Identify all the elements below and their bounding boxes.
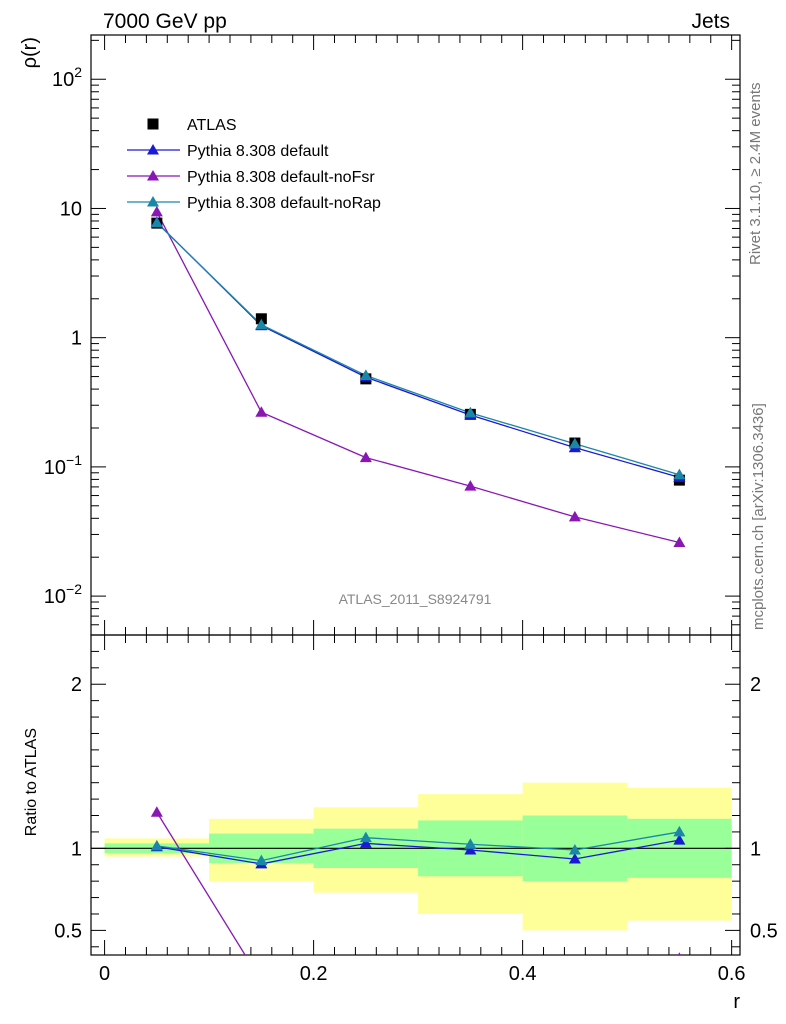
point-ratio-noFsr bbox=[677, 952, 681, 955]
side-label-mcplots: mcplots.cern.ch [arXiv:1306.3436] bbox=[750, 403, 767, 630]
legend-marker-default bbox=[147, 144, 159, 155]
ratio-series bbox=[150, 806, 686, 986]
y-tick-label-ratio-right: 0.5 bbox=[750, 920, 778, 942]
point-ratio-default bbox=[673, 834, 686, 845]
point-ratio-default bbox=[359, 837, 372, 848]
x-tick-label: 0.6 bbox=[718, 963, 746, 985]
y-tick-label-1: 1 bbox=[71, 328, 82, 350]
point-ratio-noRap bbox=[255, 854, 268, 866]
y-tick-label-1e2: 102 bbox=[52, 64, 82, 91]
x-axis-label: r bbox=[733, 991, 740, 1013]
point-main-noFsr bbox=[464, 480, 477, 491]
y-tick-label-1e-2: 10−2 bbox=[44, 581, 82, 608]
analysis-tag: ATLAS_2011_S8924791 bbox=[339, 591, 492, 607]
legend-label-noRap: Pythia 8.308 default-noRap bbox=[187, 195, 381, 212]
point-ratio-noFsr bbox=[255, 975, 267, 986]
legend-marker-noRap bbox=[147, 196, 159, 207]
line-main-default bbox=[156, 221, 680, 478]
point-ratio-default bbox=[568, 853, 581, 864]
line-ratio-noRap bbox=[156, 831, 680, 862]
main-axes: 10−2 10−1 1 10 102 bbox=[44, 35, 740, 636]
line-ratio-default bbox=[156, 839, 680, 865]
side-label-rivet: Rivet 3.1.10, ≥ 2.4M events bbox=[747, 83, 764, 266]
y-tick-label-ratio-right: 1 bbox=[750, 838, 761, 860]
point-ratio-noRap bbox=[568, 843, 581, 855]
x-tick-label: 0.2 bbox=[300, 963, 328, 985]
point-ratio-noFsr bbox=[569, 962, 581, 973]
main-series bbox=[150, 205, 686, 547]
x-tick-label: 0.4 bbox=[509, 963, 537, 985]
line-ratio-noFsr bbox=[156, 811, 246, 955]
legend-marker-atlas bbox=[147, 118, 159, 130]
point-main-top-noRap bbox=[255, 318, 268, 330]
y-axis-label-main: ρ(r) bbox=[19, 37, 41, 68]
point-main-noFsr bbox=[150, 205, 163, 217]
legend-label-data: ATLAS bbox=[187, 117, 237, 134]
point-main-noFsr bbox=[568, 510, 581, 522]
header-left: 7000 GeV pp bbox=[103, 10, 227, 33]
legend-label-noFsr: Pythia 8.308 default-noFsr bbox=[187, 169, 375, 186]
point-ratio-default bbox=[464, 843, 477, 855]
point-ratio-noFsr bbox=[360, 966, 372, 977]
y-tick-label-10: 10 bbox=[60, 198, 82, 220]
point-main-top-noRap bbox=[359, 369, 372, 380]
x-tick-label: 0 bbox=[99, 963, 110, 985]
ratio-axes: 0.5 0.5 1 1 2 2 0 0.2 0.4 0.6 bbox=[54, 634, 778, 985]
point-ratio-noFsr bbox=[150, 806, 163, 817]
legend-label-default: Pythia 8.308 default bbox=[187, 143, 329, 160]
point-main-top-noRap bbox=[673, 468, 686, 480]
y-tick-label-ratio: 2 bbox=[71, 674, 82, 696]
legend: ATLAS Pythia 8.308 default Pythia 8.308 de… bbox=[127, 117, 381, 212]
point-main-top-noRap bbox=[464, 406, 477, 418]
line-main-noRap bbox=[156, 222, 680, 476]
legend-marker-noFsr bbox=[147, 170, 159, 181]
point-main-top-noRap bbox=[150, 216, 163, 228]
y-tick-label-ratio-right: 2 bbox=[750, 674, 761, 696]
point-main-noFsr bbox=[255, 406, 268, 417]
line-main-noFsr bbox=[156, 211, 680, 544]
point-main-noFsr bbox=[359, 451, 372, 463]
point-ratio-noRap bbox=[359, 831, 372, 843]
header-right: Jets bbox=[691, 10, 730, 33]
ratio-panel-frame bbox=[90, 634, 741, 956]
y-tick-label-ratio: 0.5 bbox=[54, 920, 82, 942]
point-ratio-noFsr bbox=[464, 960, 476, 971]
point-ratio-noRap bbox=[150, 839, 163, 851]
y-tick-label-ratio: 1 bbox=[71, 838, 82, 860]
point-ratio-noRap bbox=[464, 838, 477, 849]
point-main-top-noRap bbox=[568, 437, 581, 449]
ratio-uncertainty-bands bbox=[104, 782, 732, 931]
point-ratio-noRap bbox=[673, 825, 686, 837]
point-main-noFsr bbox=[673, 536, 686, 547]
y-tick-label-1e-1: 10−1 bbox=[44, 452, 82, 479]
y-axis-label-ratio: Ratio to ATLAS bbox=[23, 728, 40, 836]
